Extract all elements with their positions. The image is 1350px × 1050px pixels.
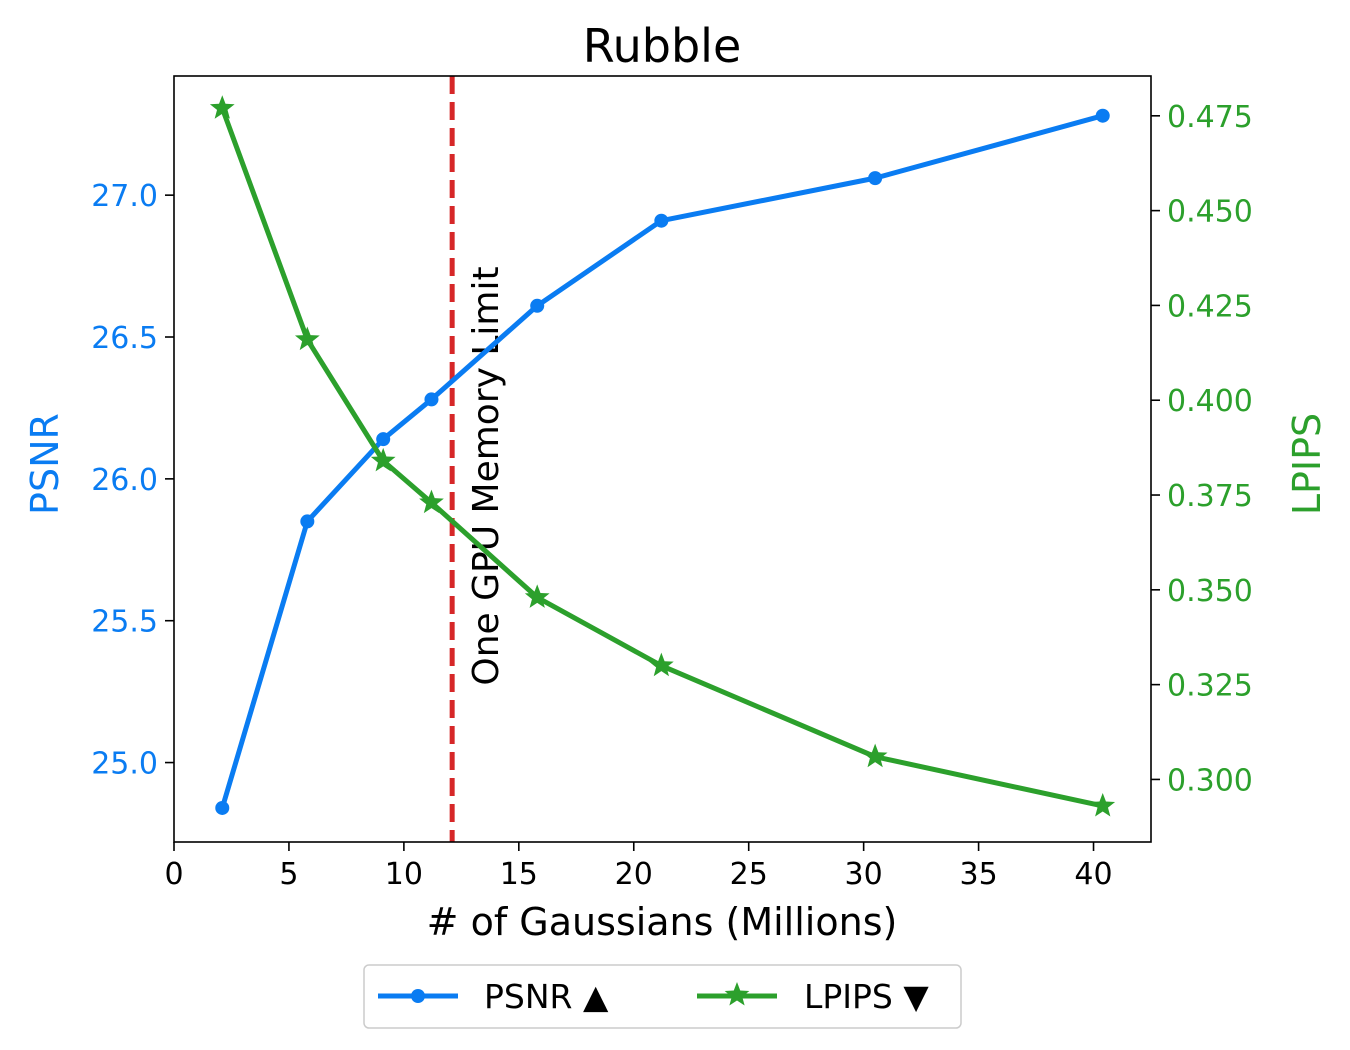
legend-lpips-marker: [724, 982, 750, 1006]
x-tick-label: 30: [845, 857, 883, 892]
psnr-point: [300, 514, 315, 529]
y-axis-right: 0.300 0.325 0.350 0.375 0.400 0.425 0.450 0.475: [1151, 100, 1253, 798]
psnr-point: [215, 800, 230, 815]
y-right-tick-label: 0.375: [1167, 479, 1253, 514]
psnr-series-line: [219, 113, 1104, 809]
legend: PSNR ▲ LPIPS ▼: [363, 964, 962, 1029]
x-axis: 0 5 10 15 20 25 30 35 40: [164, 842, 1113, 892]
y-left-tick-label: 26.0: [91, 463, 158, 498]
x-tick-label: 0: [164, 857, 183, 892]
lpips-series-line: [219, 107, 1104, 809]
legend-psnr-marker: [411, 989, 425, 1003]
y-right-tick-label: 0.300: [1167, 763, 1253, 798]
x-tick-label: 25: [730, 857, 768, 892]
plot-area: One GPU Memory Limit: [209, 76, 1116, 842]
x-tick-label: 15: [500, 857, 538, 892]
lpips-point: [1090, 792, 1116, 817]
lpips-point: [294, 326, 320, 351]
y-left-tick-label: 26.5: [91, 321, 158, 356]
lpips-point: [209, 95, 235, 119]
psnr-point: [530, 298, 545, 313]
y-left-tick-label: 27.0: [91, 179, 158, 214]
y-right-tick-label: 0.475: [1167, 100, 1253, 135]
lpips-point: [648, 652, 674, 677]
plot-frame: [173, 75, 1152, 843]
psnr-point: [376, 432, 391, 447]
y-axis-right-label: LPIPS: [1285, 413, 1329, 515]
y-left-tick-label: 25.5: [91, 605, 158, 640]
psnr-point: [1095, 108, 1110, 123]
psnr-point: [424, 392, 439, 407]
legend-lpips-label: LPIPS ▼: [804, 977, 929, 1016]
lpips-point: [419, 489, 444, 514]
x-tick-label: 5: [279, 857, 298, 892]
x-tick-label: 35: [959, 857, 997, 892]
y-right-tick-label: 0.450: [1167, 195, 1253, 230]
lpips-point: [370, 447, 396, 472]
x-tick-label: 40: [1074, 857, 1112, 892]
y-right-tick-label: 0.350: [1167, 574, 1253, 609]
y-left-tick-label: 25.0: [91, 747, 158, 782]
legend-box: [363, 964, 962, 1029]
y-right-tick-label: 0.325: [1167, 669, 1253, 704]
y-axis-left-label: PSNR: [23, 413, 67, 515]
y-axis-left: 25.0 25.5 26.0 26.5 27.0: [91, 179, 174, 782]
psnr-point: [654, 213, 669, 228]
gpu-memory-limit-label: One GPU Memory Limit: [466, 266, 507, 685]
lpips-point: [862, 743, 888, 768]
x-tick-label: 10: [385, 857, 423, 892]
x-tick-label: 20: [615, 857, 653, 892]
psnr-point: [868, 171, 883, 186]
legend-lpips-star-shape: [724, 982, 750, 1006]
y-right-tick-label: 0.425: [1167, 289, 1253, 324]
lpips-point: [524, 584, 550, 608]
x-axis-label: # of Gaussians (Millions): [427, 900, 898, 944]
y-right-tick-label: 0.400: [1167, 384, 1253, 419]
chart-title: Rubble: [583, 19, 742, 73]
legend-psnr-label: PSNR ▲: [484, 977, 609, 1016]
